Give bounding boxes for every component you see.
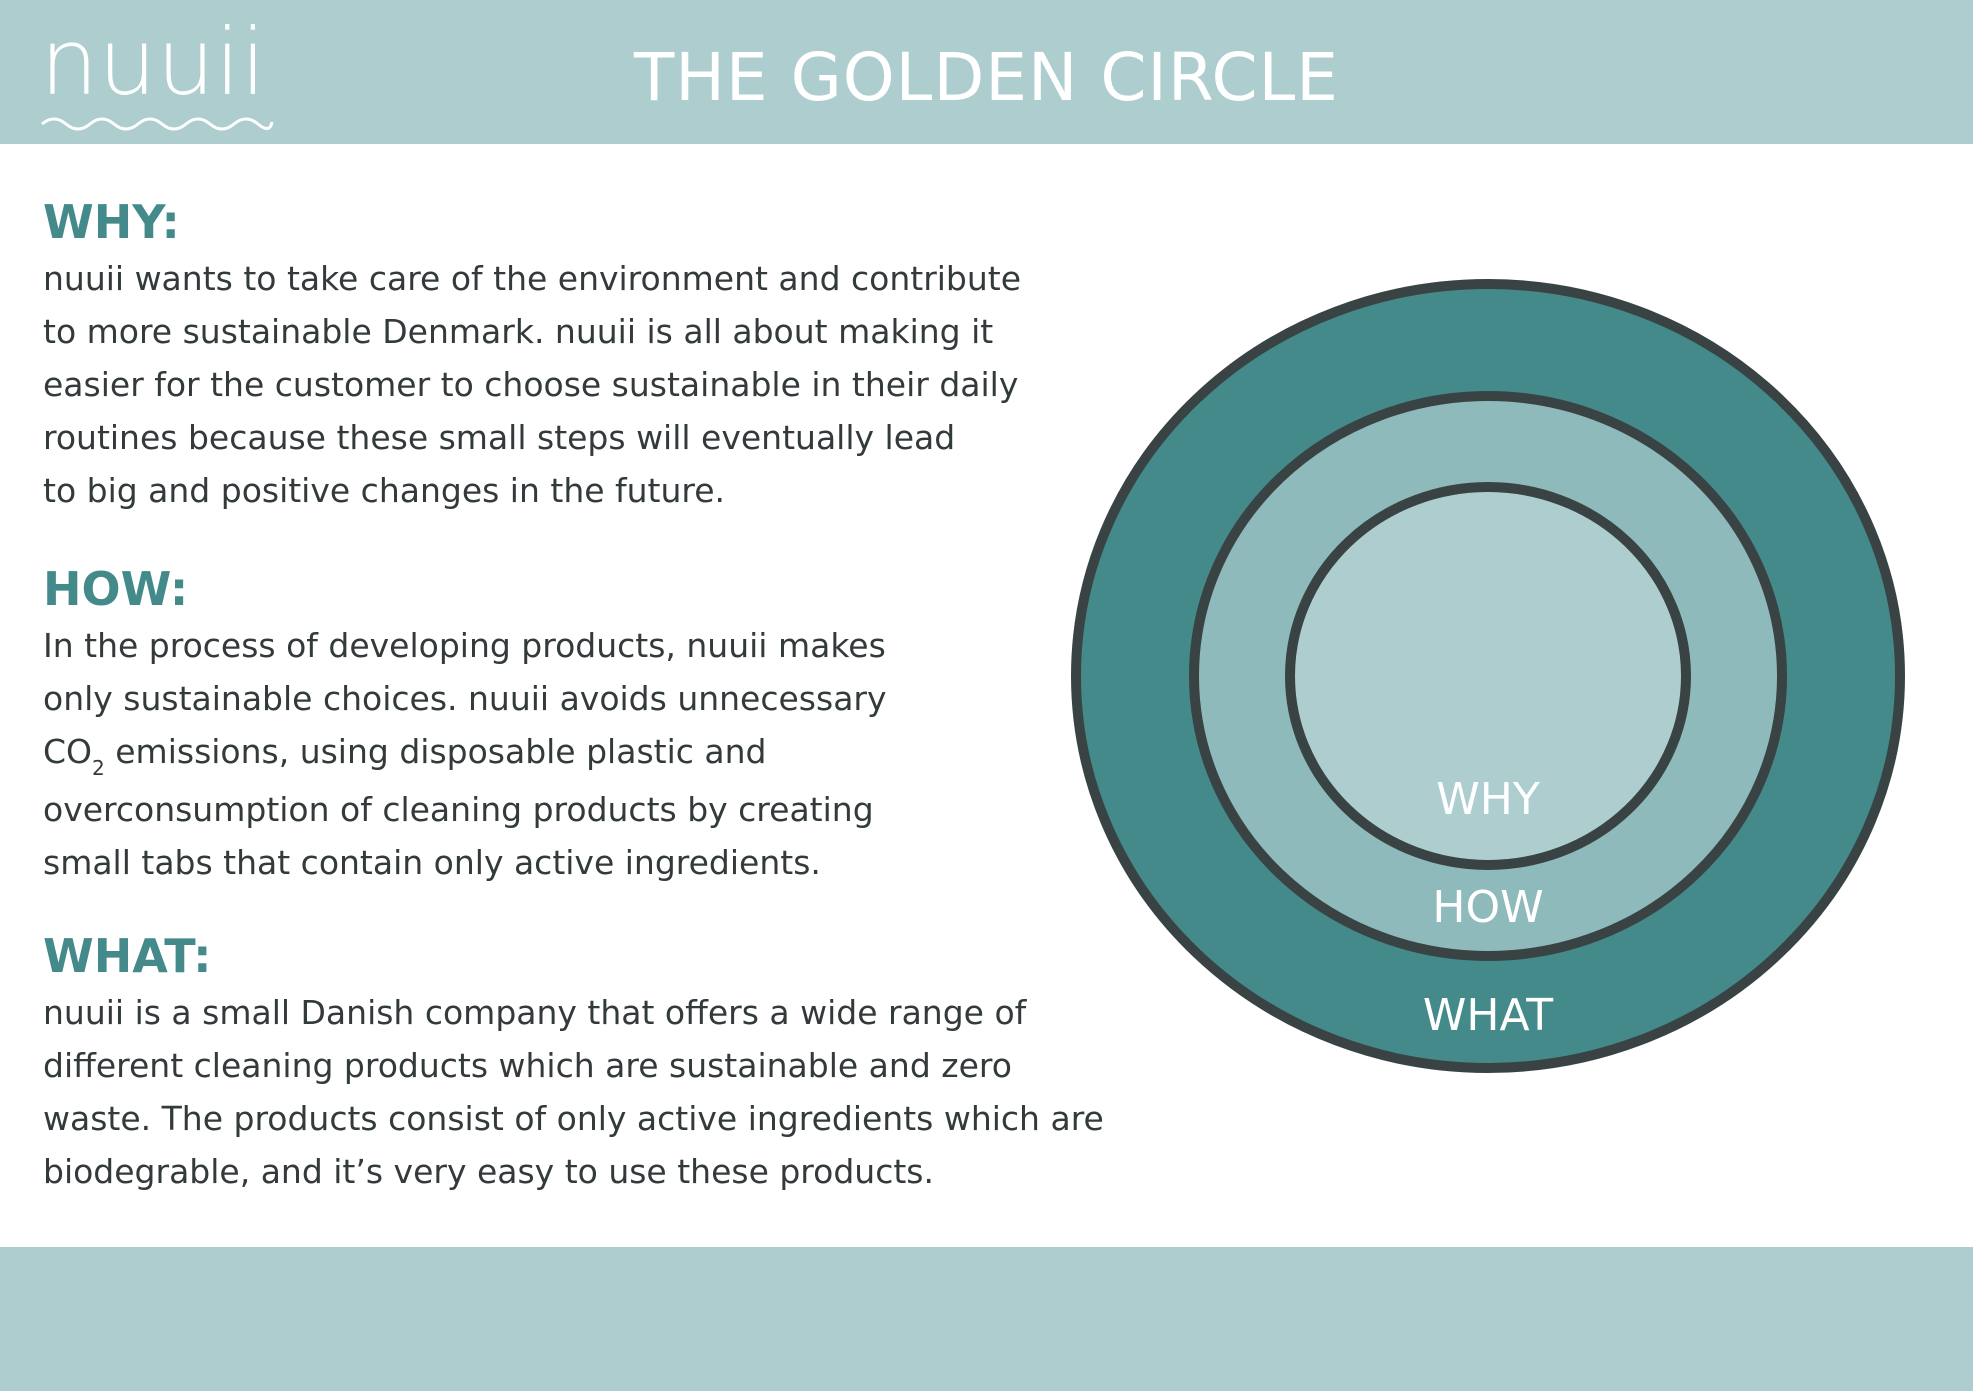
what-ring-label: WHAT <box>1423 990 1553 1041</box>
what-section: WHAT: nuuii is a small Danish company th… <box>43 926 1173 1198</box>
why-line: nuuii wants to take care of the environm… <box>43 259 1022 298</box>
why-circle-label: WHY <box>1436 774 1540 825</box>
co2-prefix: CO <box>43 732 93 771</box>
why-line: to big and positive changes in the futur… <box>43 471 726 510</box>
why-line: routines because these small steps will … <box>43 418 956 457</box>
how-line: only sustainable choices. nuuii avoids u… <box>43 679 887 718</box>
what-line: different cleaning products which are su… <box>43 1046 1012 1085</box>
page-title: THE GOLDEN CIRCLE <box>633 39 1340 116</box>
footer-band <box>0 1247 1973 1391</box>
golden-circle-diagram: WHY HOW WHAT <box>1071 279 1905 1073</box>
what-heading: WHAT: <box>43 929 212 983</box>
how-heading: HOW: <box>43 562 189 616</box>
how-line-co2: CO2 emissions, using disposable plastic … <box>43 725 1173 783</box>
how-section: HOW: In the process of developing produc… <box>43 559 1173 889</box>
why-section: WHY: nuuii wants to take care of the env… <box>43 192 1173 517</box>
why-body: nuuii wants to take care of the environm… <box>43 252 1173 517</box>
how-line: overconsumption of cleaning products by … <box>43 790 874 829</box>
how-line: small tabs that contain only active ingr… <box>43 843 821 882</box>
what-line: biodegrable, and it’s very easy to use t… <box>43 1152 934 1191</box>
how-line: In the process of developing products, n… <box>43 626 886 665</box>
logo-wave-icon <box>41 117 274 131</box>
nuuii-logo: nuuii <box>40 9 274 131</box>
why-line: to more sustainable Denmark. nuuii is al… <box>43 312 994 351</box>
why-heading: WHY: <box>43 195 180 249</box>
why-circle <box>1285 482 1691 870</box>
co2-line-rest: emissions, using disposable plastic and <box>104 732 767 771</box>
co2-subscript: 2 <box>92 756 105 780</box>
how-body: In the process of developing products, n… <box>43 619 1173 889</box>
how-ring-label: HOW <box>1432 882 1543 933</box>
what-line: nuuii is a small Danish company that off… <box>43 993 1027 1032</box>
what-line: waste. The products consist of only acti… <box>43 1099 1104 1138</box>
why-line: easier for the customer to choose sustai… <box>43 365 1019 404</box>
logo-wordmark: nuuii <box>40 9 266 116</box>
what-body: nuuii is a small Danish company that off… <box>43 986 1173 1198</box>
header-band <box>0 0 1973 144</box>
